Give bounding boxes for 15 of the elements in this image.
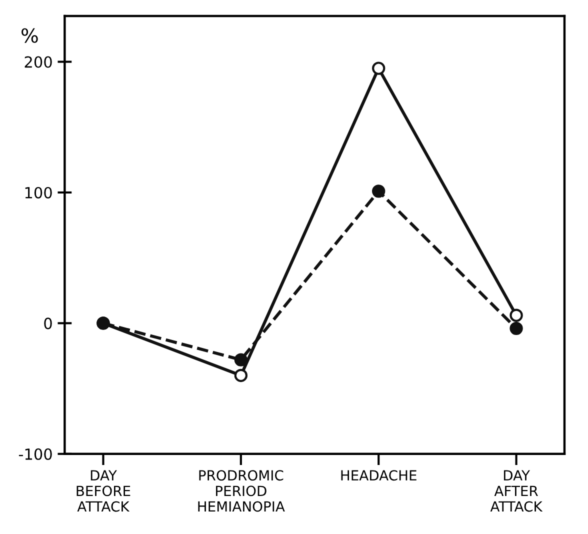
point [372,62,386,75]
point [510,322,523,336]
x-tick-label: HEADACHE [341,470,416,481]
y-tick-label: 200 [24,56,52,68]
y-axis-title: % [22,28,38,43]
point [372,184,386,198]
x-tick-label: DAY BEFORE ATTACK [76,470,130,512]
y-tick-label: -100 [18,448,52,460]
x-tick-label: DAY AFTER ATTACK [490,470,543,512]
point [234,353,248,366]
point [510,308,523,322]
x-tick-label: PRODROMIC PERIOD HEMIANOPIA [198,470,285,512]
y-tick-label: 100 [25,186,52,198]
point [234,368,248,382]
y-tick-label: 0 [44,318,52,330]
